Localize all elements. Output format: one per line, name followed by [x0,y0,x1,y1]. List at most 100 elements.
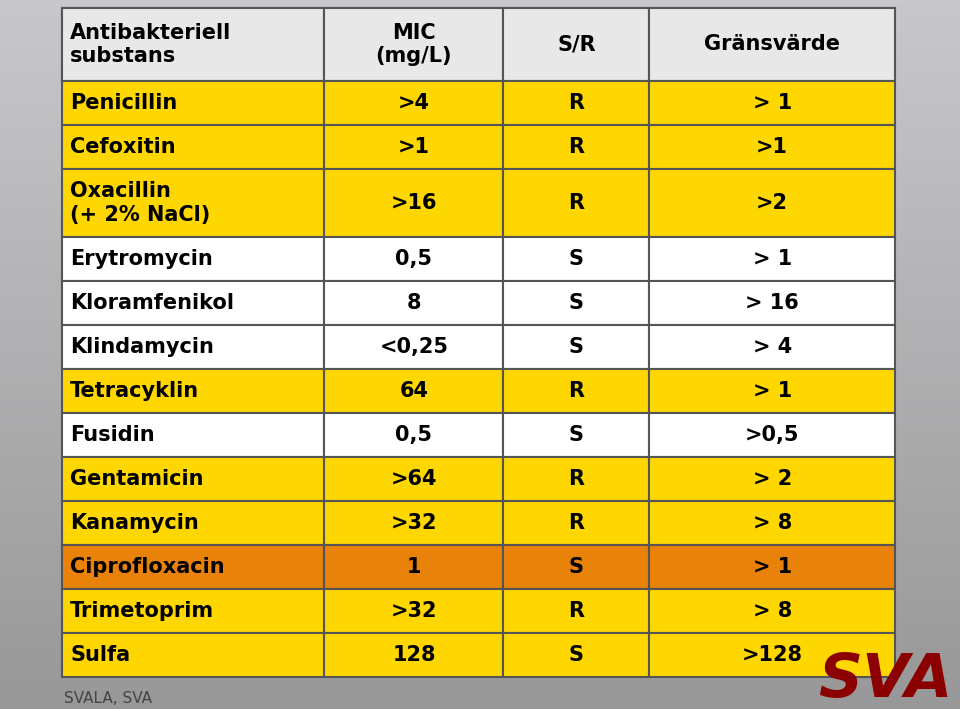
Bar [503,169,649,237]
Text: >1: >1 [756,137,788,157]
Bar [324,413,503,457]
Bar [503,81,649,125]
Bar [62,545,324,589]
Bar [324,589,503,633]
Text: Penicillin: Penicillin [70,93,178,113]
Bar [62,589,324,633]
Text: > 1: > 1 [753,93,792,113]
Bar [649,8,895,81]
Bar [649,169,895,237]
Text: Antibakteriell
substans: Antibakteriell substans [70,23,231,66]
Bar [649,369,895,413]
Text: S/R: S/R [557,35,596,55]
Bar [649,325,895,369]
Bar [503,281,649,325]
Text: Erytromycin: Erytromycin [70,249,213,269]
Bar [62,8,324,81]
Bar [62,237,324,281]
Text: R: R [568,137,585,157]
Text: > 1: > 1 [753,381,792,401]
Text: > 16: > 16 [745,293,799,313]
Bar [503,457,649,501]
Text: > 4: > 4 [753,337,792,357]
Bar [324,325,503,369]
Text: Cefoxitin: Cefoxitin [70,137,176,157]
Bar [324,633,503,677]
Text: Kloramfenikol: Kloramfenikol [70,293,234,313]
Text: S: S [569,425,584,445]
Text: 0,5: 0,5 [396,425,432,445]
Text: >2: >2 [756,193,788,213]
Text: SVALA, SVA: SVALA, SVA [64,691,152,706]
Text: >4: >4 [398,93,430,113]
Text: S: S [569,645,584,665]
Text: >128: >128 [742,645,803,665]
Text: Kanamycin: Kanamycin [70,513,199,533]
Text: MIC
(mg/L): MIC (mg/L) [375,23,452,66]
Bar [324,281,503,325]
Text: Gentamicin: Gentamicin [70,469,204,489]
Text: Tetracyklin: Tetracyklin [70,381,199,401]
Text: Klindamycin: Klindamycin [70,337,214,357]
Text: S: S [569,249,584,269]
Bar [503,501,649,545]
Bar [649,81,895,125]
Bar [649,281,895,325]
Bar [503,413,649,457]
Bar [324,125,503,169]
Bar [649,125,895,169]
Bar [324,237,503,281]
Text: > 8: > 8 [753,513,792,533]
Text: >1: >1 [398,137,430,157]
Bar [503,125,649,169]
Bar [62,457,324,501]
Text: >0,5: >0,5 [745,425,800,445]
Bar [62,369,324,413]
Bar [62,633,324,677]
Text: 128: 128 [393,645,436,665]
Text: R: R [568,193,585,213]
Text: S: S [569,337,584,357]
Text: S: S [569,293,584,313]
Bar [649,501,895,545]
Bar [324,81,503,125]
Text: R: R [568,381,585,401]
Text: R: R [568,469,585,489]
Bar [649,589,895,633]
Bar [503,633,649,677]
Text: SVA: SVA [818,652,952,709]
Text: >32: >32 [391,601,437,621]
Bar [62,325,324,369]
Text: > 1: > 1 [753,557,792,577]
Bar [649,633,895,677]
Bar [62,81,324,125]
Bar [503,369,649,413]
Bar [503,325,649,369]
Text: <0,25: <0,25 [379,337,448,357]
Text: R: R [568,93,585,113]
Text: Ciprofloxacin: Ciprofloxacin [70,557,225,577]
Text: Fusidin: Fusidin [70,425,155,445]
Text: 0,5: 0,5 [396,249,432,269]
Bar [324,169,503,237]
Text: Gränsvärde: Gränsvärde [704,35,840,55]
Text: Trimetoprim: Trimetoprim [70,601,214,621]
Bar [649,413,895,457]
Text: >16: >16 [391,193,437,213]
Text: R: R [568,513,585,533]
Bar [62,125,324,169]
Text: R: R [568,601,585,621]
Bar [324,369,503,413]
Text: >64: >64 [391,469,437,489]
Bar [503,545,649,589]
Text: > 8: > 8 [753,601,792,621]
Bar [324,501,503,545]
Bar [503,8,649,81]
Bar [62,169,324,237]
Text: >32: >32 [391,513,437,533]
Bar [649,457,895,501]
Text: Sulfa: Sulfa [70,645,131,665]
Bar [649,237,895,281]
Text: Oxacillin
(+ 2% NaCl): Oxacillin (+ 2% NaCl) [70,182,210,225]
Bar [503,589,649,633]
